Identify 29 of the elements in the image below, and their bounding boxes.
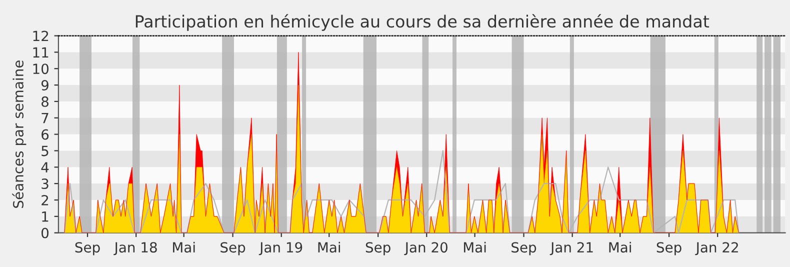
y-tick-label: 6 (42, 129, 49, 140)
x-tick-label: Sep (512, 242, 536, 256)
y-tick-label: 2 (42, 194, 48, 206)
x-tick-label: Sep (75, 242, 100, 256)
x-tick-label: Jan 20 (404, 242, 448, 256)
x-tick-label: Jan 19 (258, 242, 302, 256)
x-tick-label: Sep (366, 242, 390, 256)
x-tick-label: Jan 21 (550, 242, 593, 256)
y-tick-label: 0 (42, 228, 49, 238)
y-tick-label: 4 (41, 162, 49, 172)
y-tick-label: 9 (41, 80, 48, 91)
y-tick-label: 1 (42, 212, 48, 222)
y-tick-label: 5 (42, 146, 48, 156)
x-tick-label: Mai (609, 242, 631, 253)
chart-title: Participation en hémicycle au cours de sa dernière année de mandat (136, 14, 710, 31)
y-tick-label: 11 (33, 47, 48, 58)
x-tick-label: Mai (464, 242, 486, 253)
x-tick-label: Jan 22 (695, 242, 738, 256)
y-tick-label: 8 (42, 96, 48, 107)
y-axis-title: Séances par semaine (12, 60, 26, 208)
x-tick-label: Mai (318, 242, 340, 253)
x-tick-label: Mai (173, 242, 195, 253)
y-tick-label: 12 (33, 30, 48, 42)
x-tick-label: Sep (220, 242, 246, 256)
y-tick-label: 3 (42, 178, 48, 190)
y-tick-label: 7 (42, 113, 48, 124)
y-tick-label: 10 (33, 64, 49, 74)
x-tick-label: Jan 18 (114, 242, 157, 256)
x-tick-label: Sep (656, 242, 682, 256)
